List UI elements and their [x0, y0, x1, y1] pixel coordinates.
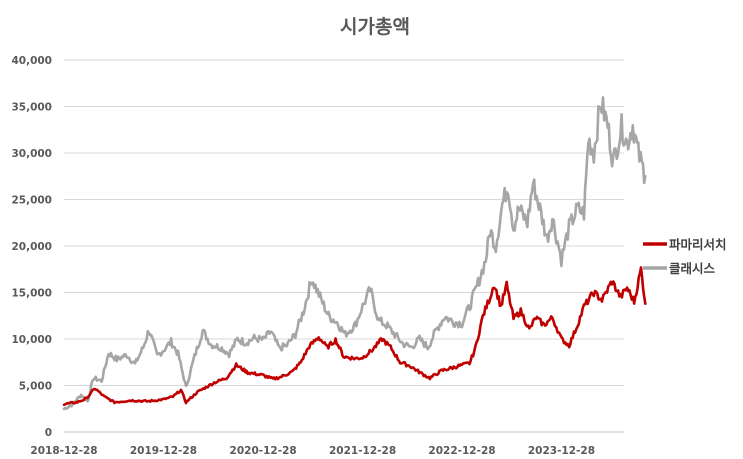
legend-label-1: 클래시스	[669, 261, 716, 276]
series-lines	[62, 96, 647, 411]
y-tick-label: 25,000	[11, 195, 52, 207]
y-axis-ticks: 0 5,000 10,000 15,000 20,000 25,000 30,000 35,0…	[11, 55, 52, 439]
y-tick-label: 40,000	[11, 55, 52, 67]
x-tick-label: 2022-12-28	[428, 445, 495, 457]
chart-title: 시가총액	[340, 16, 410, 38]
x-tick-label: 2020-12-28	[230, 445, 297, 457]
y-tick-label: 15,000	[11, 288, 52, 300]
y-tick-label: 5,000	[19, 381, 52, 393]
x-tick-label: 2021-12-28	[329, 445, 396, 457]
x-tick-label: 2019-12-28	[130, 445, 197, 457]
y-tick-label: 10,000	[11, 334, 52, 346]
y-tick-label: 30,000	[11, 148, 52, 160]
y-tick-label: 35,000	[11, 102, 52, 114]
series-line-1	[62, 96, 647, 411]
y-tick-label: 0	[45, 427, 52, 439]
x-tick-label: 2018-12-28	[30, 445, 97, 457]
x-axis-ticks: 2018-12-28 2019-12-28 2020-12-28 2021-12-28…	[30, 445, 595, 457]
x-tick-label: 2023-12-28	[528, 445, 595, 457]
legend-label-0: 파마리서치	[669, 237, 727, 252]
series-line-0	[62, 266, 647, 407]
gridlines	[64, 59, 624, 433]
y-tick-label: 20,000	[11, 241, 52, 253]
